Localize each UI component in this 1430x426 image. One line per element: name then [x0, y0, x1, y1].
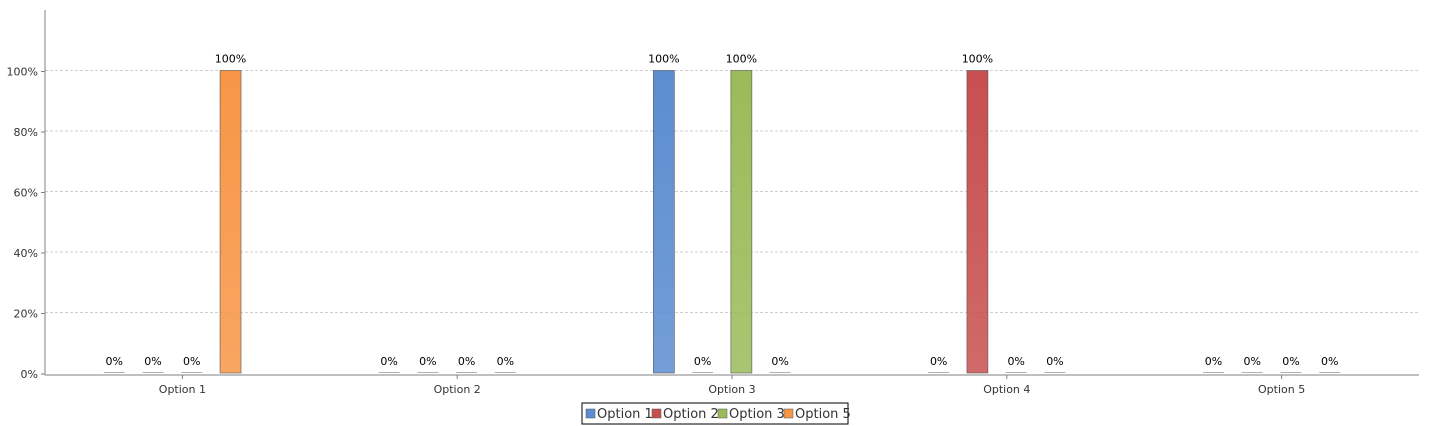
data-label: 0%	[1205, 355, 1222, 368]
data-label: 0%	[1243, 355, 1260, 368]
bars	[103, 70, 1341, 374]
legend-swatch	[651, 408, 662, 419]
y-tick-label: 60%	[14, 187, 38, 200]
legend-box	[581, 402, 849, 425]
bar	[966, 70, 989, 374]
data-label: 0%	[183, 355, 200, 368]
y-tick-label: 0%	[21, 368, 38, 381]
y-tick-label: 100%	[7, 66, 38, 79]
data-label: 100%	[648, 53, 679, 66]
x-tick-label: Option 3	[708, 383, 755, 396]
data-label: 0%	[1046, 355, 1063, 368]
data-label: 0%	[771, 355, 788, 368]
legend-label: Option 3	[729, 407, 785, 422]
y-tick-label: 80%	[14, 126, 38, 139]
data-label: 0%	[380, 355, 397, 368]
data-label: 0%	[1321, 355, 1338, 368]
x-tick-label: Option 1	[159, 383, 206, 396]
y-tick-label: 40%	[14, 247, 38, 260]
data-labels: 0% 0% 100% 0% 0% 0% 0% 0% 100% 0% 0% 0% 100% 0% 0% 100%…	[106, 53, 1339, 369]
bar	[730, 70, 753, 374]
data-label: 100%	[726, 53, 757, 66]
data-label: 0%	[694, 355, 711, 368]
category-labels: Option 1 Option 2 Option 3 Option 4 Option 5	[159, 375, 1305, 396]
data-label: 0%	[106, 355, 123, 368]
legend-swatch	[717, 408, 728, 419]
bar	[653, 70, 675, 374]
data-label: 100%	[962, 53, 993, 66]
bar	[219, 70, 242, 374]
x-tick-label: Option 5	[1258, 383, 1305, 396]
data-label: 0%	[497, 355, 514, 368]
legend-label: Option 2	[663, 407, 719, 422]
data-label: 0%	[1282, 355, 1299, 368]
legend-swatch	[585, 408, 596, 419]
y-tick-labels: 0% 20% 40% 60% 80% 100%	[7, 66, 45, 381]
data-label: 0%	[930, 355, 947, 368]
data-label: 0%	[1007, 355, 1024, 368]
data-label: 0%	[419, 355, 436, 368]
legend-swatch	[783, 408, 794, 419]
data-label: 0%	[458, 355, 475, 368]
x-tick-label: Option 4	[983, 383, 1030, 396]
x-tick-label: Option 2	[434, 383, 481, 396]
data-label: 0%	[144, 355, 161, 368]
legend: Option 1 Option 2 Option 3 Option 5	[581, 402, 851, 425]
y-tick-label: 20%	[14, 308, 38, 321]
legend-label: Option 1	[597, 407, 653, 422]
legend-label: Option 5	[795, 407, 851, 422]
data-label: 100%	[215, 53, 246, 66]
